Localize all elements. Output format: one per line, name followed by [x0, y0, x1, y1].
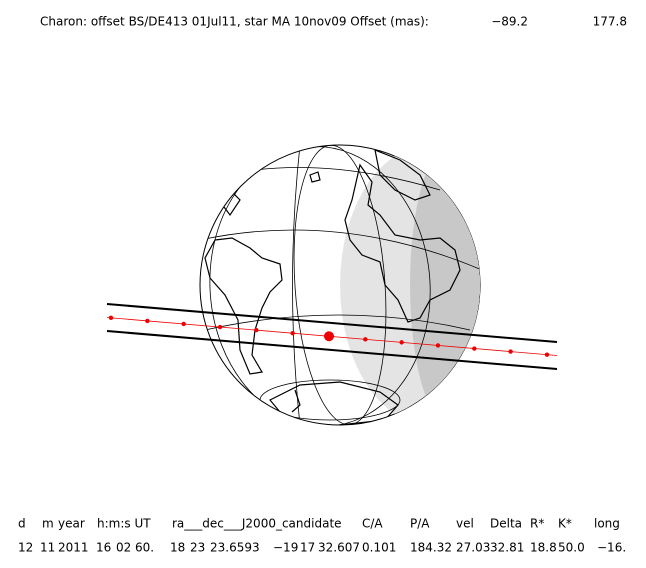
column-header: ra___dec___J2000_candidate [172, 517, 342, 531]
column-header: vel [456, 517, 474, 531]
time-dot [181, 321, 186, 327]
column-header: h:m:s UT [97, 517, 151, 531]
shadow [450, 145, 480, 425]
time-dot [472, 346, 477, 351]
closest-approach-dot [323, 331, 334, 342]
column-header: year [58, 517, 85, 531]
cell: 2011 [58, 541, 89, 555]
title: Charon: offset BS/DE413 01Jul11, star MA… [40, 15, 429, 29]
time-dot [544, 352, 550, 357]
time-dot [508, 349, 513, 354]
cell: 16 [96, 541, 111, 555]
offset-y: 177.8 [593, 15, 627, 29]
column-header: d [18, 517, 26, 531]
offset-x: −89.2 [491, 15, 528, 29]
cell: 32.81 [490, 541, 524, 555]
cell: 23 [190, 541, 205, 555]
time-dot [363, 337, 368, 342]
cell: 184.32 [410, 541, 452, 555]
cell: 27.03 [456, 541, 490, 555]
cell: −16. [597, 541, 626, 555]
cell: 50.0 [558, 541, 585, 555]
time-dot [108, 315, 114, 321]
globe [199, 144, 481, 426]
cell: 11 [40, 541, 55, 555]
column-header: P/A [410, 517, 430, 531]
cell: −19 [273, 541, 298, 555]
cell: 23.6593 [210, 541, 260, 555]
track-edge [106, 303, 558, 343]
time-dot [290, 330, 295, 336]
time-dot [435, 343, 441, 348]
cell: 12 [18, 541, 33, 555]
column-header: K* [558, 517, 572, 531]
time-dot [254, 327, 259, 333]
cell: 0.101 [362, 541, 396, 555]
column-header: long [594, 517, 620, 531]
cell: 18 [170, 541, 185, 555]
track-edge [106, 330, 558, 370]
cell: 32.607 [318, 541, 360, 555]
time-dot [145, 318, 150, 324]
column-header: Delta [490, 517, 522, 531]
column-header: m [42, 517, 54, 531]
cell: 17 [300, 541, 315, 555]
cell: 60. [135, 541, 154, 555]
cell: 02 [116, 541, 131, 555]
time-dot [217, 324, 223, 330]
column-header: R* [530, 517, 544, 531]
time-dot [399, 340, 404, 345]
column-header: C/A [362, 517, 383, 531]
cell: 18.8 [530, 541, 557, 555]
